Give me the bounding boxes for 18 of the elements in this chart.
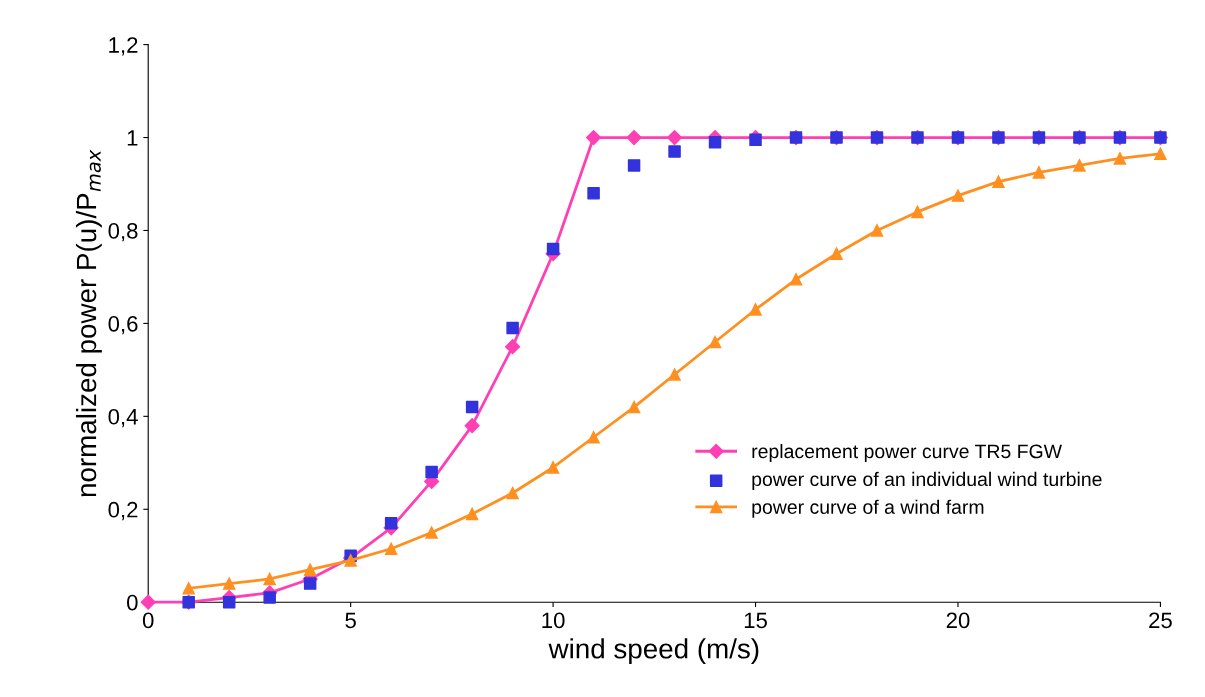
x-tick-label: 10 bbox=[542, 612, 565, 629]
legend-label: power curve of a wind farm bbox=[752, 499, 984, 518]
x-tick-label: 20 bbox=[946, 612, 970, 629]
y-tick-label: 0,8 bbox=[108, 223, 138, 242]
x-tick-label: 0 bbox=[142, 612, 154, 629]
y-tick-label: 1,2 bbox=[109, 37, 138, 56]
y-tick-label: 0,4 bbox=[108, 408, 138, 428]
y-tick-label: 0 bbox=[127, 594, 138, 611]
y-tick-label: 0,6 bbox=[108, 315, 138, 335]
y-tick-label: 1 bbox=[127, 130, 138, 146]
x-tick-label: 25 bbox=[1149, 612, 1172, 629]
x-axis-title: wind speed (m/s) bbox=[548, 638, 759, 665]
legend-label: power curve of an individual wind turbine bbox=[752, 471, 1102, 490]
x-tick-label: 5 bbox=[345, 612, 356, 629]
x-tick-label: 15 bbox=[744, 612, 767, 629]
legend-label: replacement power curve TR5 FGW bbox=[752, 443, 1062, 463]
y-tick-label: 0,2 bbox=[108, 501, 138, 521]
y-axis-title: normalized power P(u)/P$_{max}$ bbox=[75, 149, 102, 497]
